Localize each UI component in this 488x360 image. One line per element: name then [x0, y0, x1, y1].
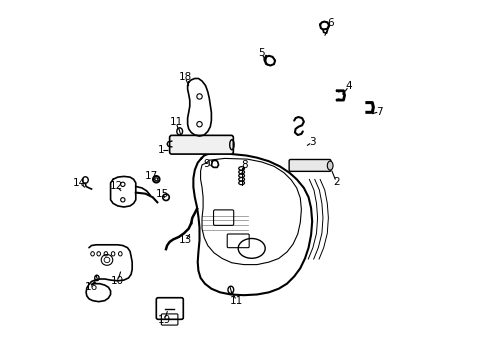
Text: 15: 15 — [156, 189, 169, 199]
Text: 17: 17 — [145, 171, 158, 181]
Text: 16: 16 — [85, 282, 98, 292]
Text: 9: 9 — [203, 159, 209, 169]
FancyBboxPatch shape — [169, 135, 233, 154]
Text: 19: 19 — [158, 315, 171, 325]
Text: 18: 18 — [178, 72, 191, 82]
Text: 12: 12 — [110, 181, 123, 192]
Text: 11: 11 — [169, 117, 183, 127]
FancyBboxPatch shape — [288, 159, 330, 171]
Text: 14: 14 — [73, 178, 86, 188]
Text: 1: 1 — [157, 145, 164, 156]
Text: 7: 7 — [375, 107, 382, 117]
Text: 4: 4 — [345, 81, 351, 91]
Text: 2: 2 — [332, 177, 339, 187]
Ellipse shape — [326, 161, 332, 170]
Text: 3: 3 — [308, 137, 315, 147]
Text: 5: 5 — [258, 48, 264, 58]
Text: 8: 8 — [241, 160, 247, 170]
Text: 11: 11 — [229, 296, 243, 306]
Text: 13: 13 — [178, 235, 191, 246]
Text: 6: 6 — [327, 18, 333, 28]
Text: 10: 10 — [111, 276, 124, 286]
